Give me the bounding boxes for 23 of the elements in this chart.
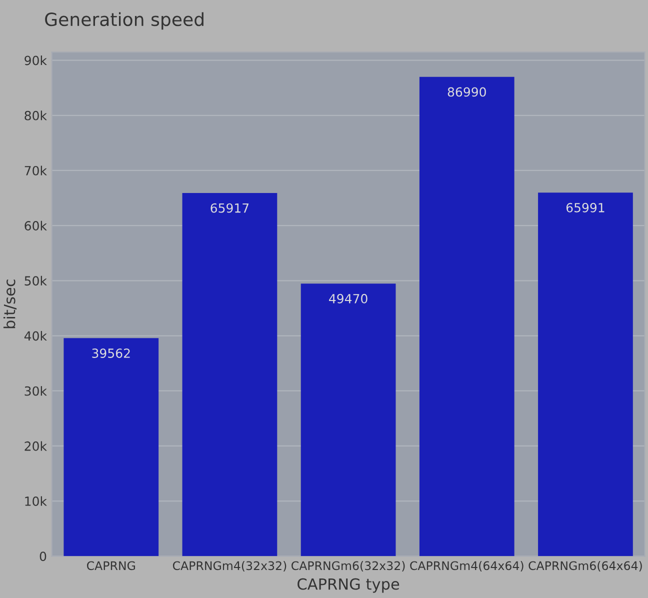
y-tick-label: 50k: [24, 276, 47, 286]
data-label: 65991: [566, 202, 604, 212]
x-tick-label: CAPRNGm6(64x64): [528, 561, 642, 572]
y-tick-label: 40k: [24, 331, 47, 341]
chart-title: Generation speed: [45, 12, 204, 30]
y-tick-label: 60k: [24, 220, 47, 230]
y-tick-label: 90k: [24, 56, 47, 66]
x-tick-label: CAPRNGm4(32x32): [172, 561, 286, 572]
data-label: 86990: [448, 87, 486, 97]
data-label: 39562: [92, 348, 130, 358]
x-tick-label: CAPRNGm4(64x64): [410, 561, 524, 572]
data-label: 49470: [329, 294, 368, 304]
y-tick-label: 20k: [24, 441, 47, 451]
x-axis-title: CAPRNG type: [298, 578, 400, 593]
y-tick-label: 10k: [25, 496, 47, 506]
x-tick-label: CAPRNGm6(32x32): [292, 561, 405, 572]
y-tick-label: 30k: [24, 386, 47, 396]
data-label: 65917: [210, 203, 249, 213]
y-tick-label: 0: [40, 552, 46, 562]
x-tick-label: CAPRNG: [86, 561, 135, 570]
y-tick-label: 70k: [24, 166, 47, 176]
y-axis-title: bit/sec: [3, 280, 17, 328]
y-tick-label: 80k: [24, 110, 47, 120]
